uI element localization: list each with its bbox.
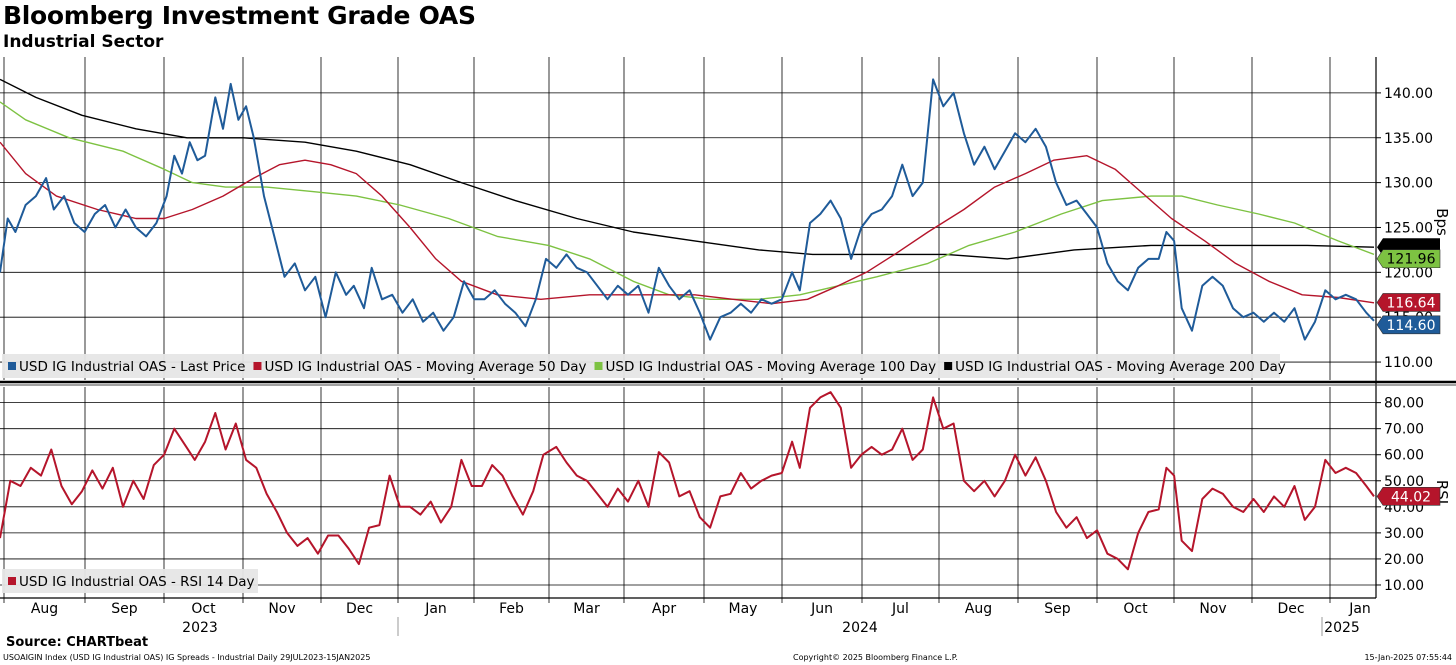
ytick-label-oas: 135.00 bbox=[1384, 131, 1433, 147]
xtick-year-label: 2025 bbox=[1324, 620, 1360, 636]
last-value-tag-rsi: 44.02 bbox=[1376, 487, 1441, 506]
chart-subtitle: Industrial Sector bbox=[3, 32, 164, 52]
xtick-label: Jan bbox=[1348, 601, 1371, 617]
ytick-label-oas: 120.00 bbox=[1384, 265, 1433, 281]
series-line-ma50 bbox=[0, 141, 1375, 305]
xtick-label: Dec bbox=[346, 601, 373, 617]
footer-timestamp: 15-Jan-2025 07:55:44 bbox=[1364, 653, 1452, 662]
series-line-rsi bbox=[0, 391, 1375, 571]
ytick-label-oas: 125.00 bbox=[1384, 220, 1433, 236]
y-axis-title-oas: Bps bbox=[1433, 208, 1451, 236]
xtick-year-label: 2023 bbox=[182, 620, 218, 636]
legend-oas: USD IG Industrial OAS - Last Price USD IG… bbox=[2, 354, 1286, 378]
ytick-label-rsi: 10.00 bbox=[1384, 578, 1424, 594]
xtick-label: Dec bbox=[1277, 601, 1304, 617]
source-label: Source: CHARTbeat bbox=[6, 635, 149, 650]
chart-title: Bloomberg Investment Grade OAS bbox=[3, 1, 476, 30]
xtick-label: Oct bbox=[1123, 601, 1148, 617]
svg-text:121.96: 121.96 bbox=[1387, 252, 1436, 268]
xtick-label: Feb bbox=[499, 601, 524, 617]
xtick-label: Nov bbox=[1199, 601, 1226, 617]
ytick-label-rsi: 80.00 bbox=[1384, 396, 1424, 412]
ytick-label-oas: 140.00 bbox=[1384, 86, 1433, 102]
ytick-label-oas: 130.00 bbox=[1384, 176, 1433, 192]
xtick-label: Oct bbox=[191, 601, 216, 617]
legend-label-rsi: USD IG Industrial OAS - RSI 14 Day bbox=[19, 574, 254, 590]
xtick-label: Mar bbox=[573, 601, 600, 617]
xtick-year-label: 2024 bbox=[842, 620, 878, 636]
svg-text:114.60: 114.60 bbox=[1387, 318, 1436, 334]
legend-swatch-last bbox=[8, 362, 16, 370]
series-line-last bbox=[0, 78, 1375, 341]
ytick-label-rsi: 30.00 bbox=[1384, 526, 1424, 542]
xtick-label: Jun bbox=[810, 601, 833, 617]
ytick-label-rsi: 70.00 bbox=[1384, 422, 1424, 438]
xtick-label: Jul bbox=[891, 601, 909, 617]
xtick-label: Nov bbox=[268, 601, 295, 617]
legend-rsi: USD IG Industrial OAS - RSI 14 Day bbox=[2, 569, 258, 593]
xtick-label: Aug bbox=[31, 601, 58, 617]
xtick-label: Aug bbox=[965, 601, 992, 617]
xtick-label: Apr bbox=[652, 601, 676, 617]
legend-label-ma200: USD IG Industrial OAS - Moving Average 2… bbox=[955, 359, 1286, 375]
series-line-ma100 bbox=[0, 101, 1375, 300]
legend-label-ma50: USD IG Industrial OAS - Moving Average 5… bbox=[264, 359, 586, 375]
legend-swatch-ma100 bbox=[594, 362, 603, 370]
svg-text:116.64: 116.64 bbox=[1387, 295, 1436, 311]
xtick-label: May bbox=[729, 601, 758, 617]
ytick-label-oas: 110.00 bbox=[1384, 355, 1433, 371]
svg-text:44.02: 44.02 bbox=[1391, 489, 1431, 505]
ytick-label-rsi: 50.00 bbox=[1384, 474, 1424, 490]
legend-swatch-ma50 bbox=[253, 362, 262, 370]
legend-label-ma100: USD IG Industrial OAS - Moving Average 1… bbox=[606, 359, 937, 375]
footer-index-description: USOAIGIN Index (USD IG Industrial OAS) I… bbox=[3, 653, 371, 662]
grid bbox=[3, 57, 1331, 598]
last-value-tag-last: 114.60 bbox=[1376, 315, 1441, 335]
xtick-label: Sep bbox=[111, 601, 138, 617]
footer-copyright: Copyright© 2025 Bloomberg Finance L.P. bbox=[793, 653, 958, 662]
legend-swatch-rsi bbox=[8, 577, 16, 585]
xtick-label: Sep bbox=[1044, 601, 1071, 617]
ytick-label-rsi: 20.00 bbox=[1384, 552, 1424, 568]
series-line-ma200 bbox=[0, 78, 1375, 260]
xtick-label: Jan bbox=[424, 601, 447, 617]
legend-label-last: USD IG Industrial OAS - Last Price bbox=[19, 359, 245, 375]
last-value-tag-ma100: 121.96 bbox=[1376, 249, 1441, 269]
last-value-tag-ma50: 116.64 bbox=[1376, 293, 1441, 312]
ytick-label-rsi: 60.00 bbox=[1384, 448, 1424, 464]
legend-swatch-ma200 bbox=[944, 362, 953, 370]
